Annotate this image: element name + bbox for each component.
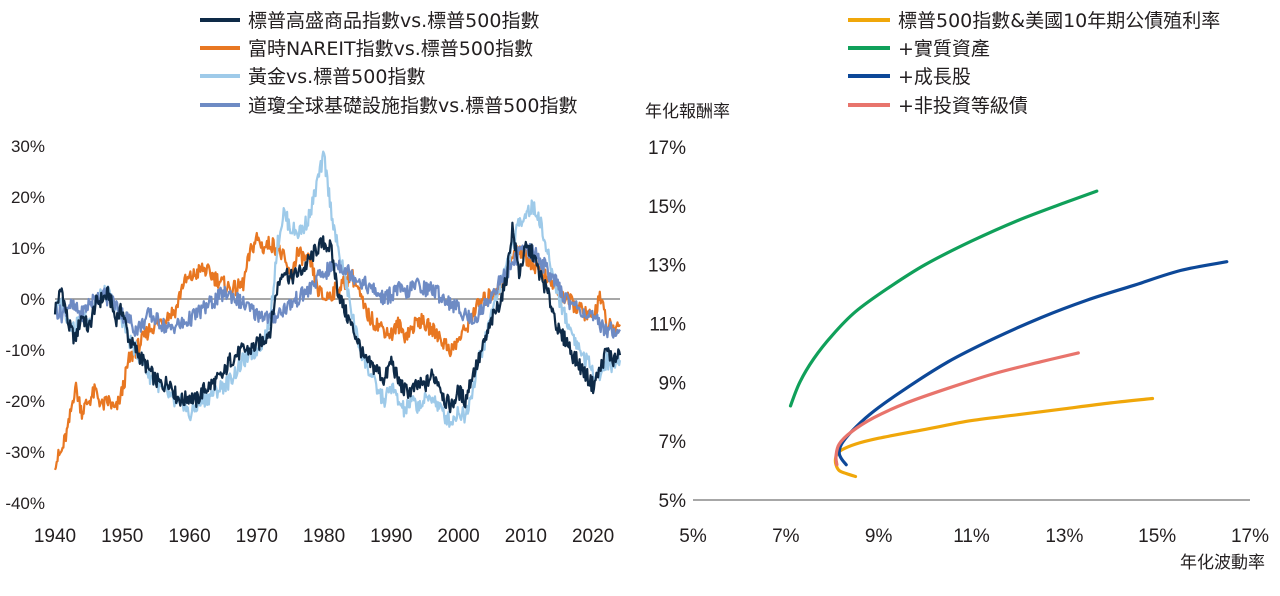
left-x-tick-label: 2020 <box>572 526 614 547</box>
left-x-tick-label: 1970 <box>236 526 278 547</box>
left-y-tick-label: -40% <box>5 494 45 513</box>
left-x-tick-label: 2000 <box>437 526 479 547</box>
right-series-curve-1 <box>788 189 1099 408</box>
right-y-tick-label: 5% <box>659 491 687 512</box>
left-y-tick-label: -10% <box>5 341 45 360</box>
right-legend-label: +成長股 <box>898 66 971 88</box>
left-chart: 30% 20% 10% 0% -10% -20% -30% -40% 1940 1950 1960 1… <box>5 137 622 547</box>
right-legend: 標普500指數&美國10年期公債殖利率 +實質資產 +成長股 +非投資等級債 <box>848 10 1220 117</box>
left-legend-label: 黃金vs.標普500指數 <box>248 66 425 88</box>
right-x-tick-label: 5% <box>679 526 707 547</box>
left-y-tick-label: 0% <box>20 290 45 309</box>
left-x-tick-label: 1950 <box>101 526 143 547</box>
right-x-tick-label: 9% <box>865 526 893 547</box>
left-y-tick-label: 10% <box>11 239 45 258</box>
right-x-tick-label: 17% <box>1231 526 1269 547</box>
right-legend-label: +非投資等級債 <box>898 95 1028 117</box>
left-legend: 標普高盛商品指數vs.標普500指數富時NAREIT指數vs.標普500指數黃金… <box>200 10 577 117</box>
right-x-tick-label: 7% <box>772 526 800 547</box>
right-y-tick-label: 15% <box>648 197 686 218</box>
left-series-line-0 <box>53 221 622 414</box>
left-legend-label: 道瓊全球基礎設施指數vs.標普500指數 <box>248 95 577 117</box>
right-series-curve-2 <box>837 260 1229 467</box>
right-x-axis-title: 年化波動率 <box>1180 553 1265 573</box>
left-x-tick-label: 1940 <box>34 526 76 547</box>
right-y-tick-label: 11% <box>649 315 686 336</box>
left-x-tick-label: 2010 <box>505 526 547 547</box>
left-legend-label: 標普高盛商品指數vs.標普500指數 <box>248 10 539 32</box>
right-y-tick-label: 9% <box>659 373 687 394</box>
right-legend-label: 標普500指數&美國10年期公債殖利率 <box>898 10 1220 32</box>
right-series-curve-0 <box>833 396 1155 479</box>
right-y-tick-label: 7% <box>659 432 687 453</box>
right-y-axis-title: 年化報酬率 <box>645 102 730 122</box>
left-legend-label: 富時NAREIT指數vs.標普500指數 <box>248 38 533 60</box>
right-x-tick-label: 13% <box>1045 526 1083 547</box>
left-y-tick-label: 20% <box>11 188 45 207</box>
right-chart: 17% 15% 13% 11% 9% 7% 5% 5% 7% 9% 11% 13% 15% 17% 年化波動… <box>645 102 1269 573</box>
right-x-tick-label: 15% <box>1138 526 1176 547</box>
left-x-tick-label: 1980 <box>303 526 345 547</box>
right-y-tick-label: 13% <box>648 256 686 277</box>
left-x-tick-label: 1990 <box>370 526 412 547</box>
right-legend-label: +實質資產 <box>898 38 990 60</box>
left-x-tick-label: 1960 <box>168 526 210 547</box>
left-y-tick-label: -30% <box>5 443 45 462</box>
right-series-curve-3 <box>834 351 1080 467</box>
right-y-tick-label: 17% <box>648 138 686 159</box>
left-y-tick-label: 30% <box>11 137 45 156</box>
right-x-tick-label: 11% <box>953 526 990 547</box>
left-y-tick-label: -20% <box>5 392 45 411</box>
